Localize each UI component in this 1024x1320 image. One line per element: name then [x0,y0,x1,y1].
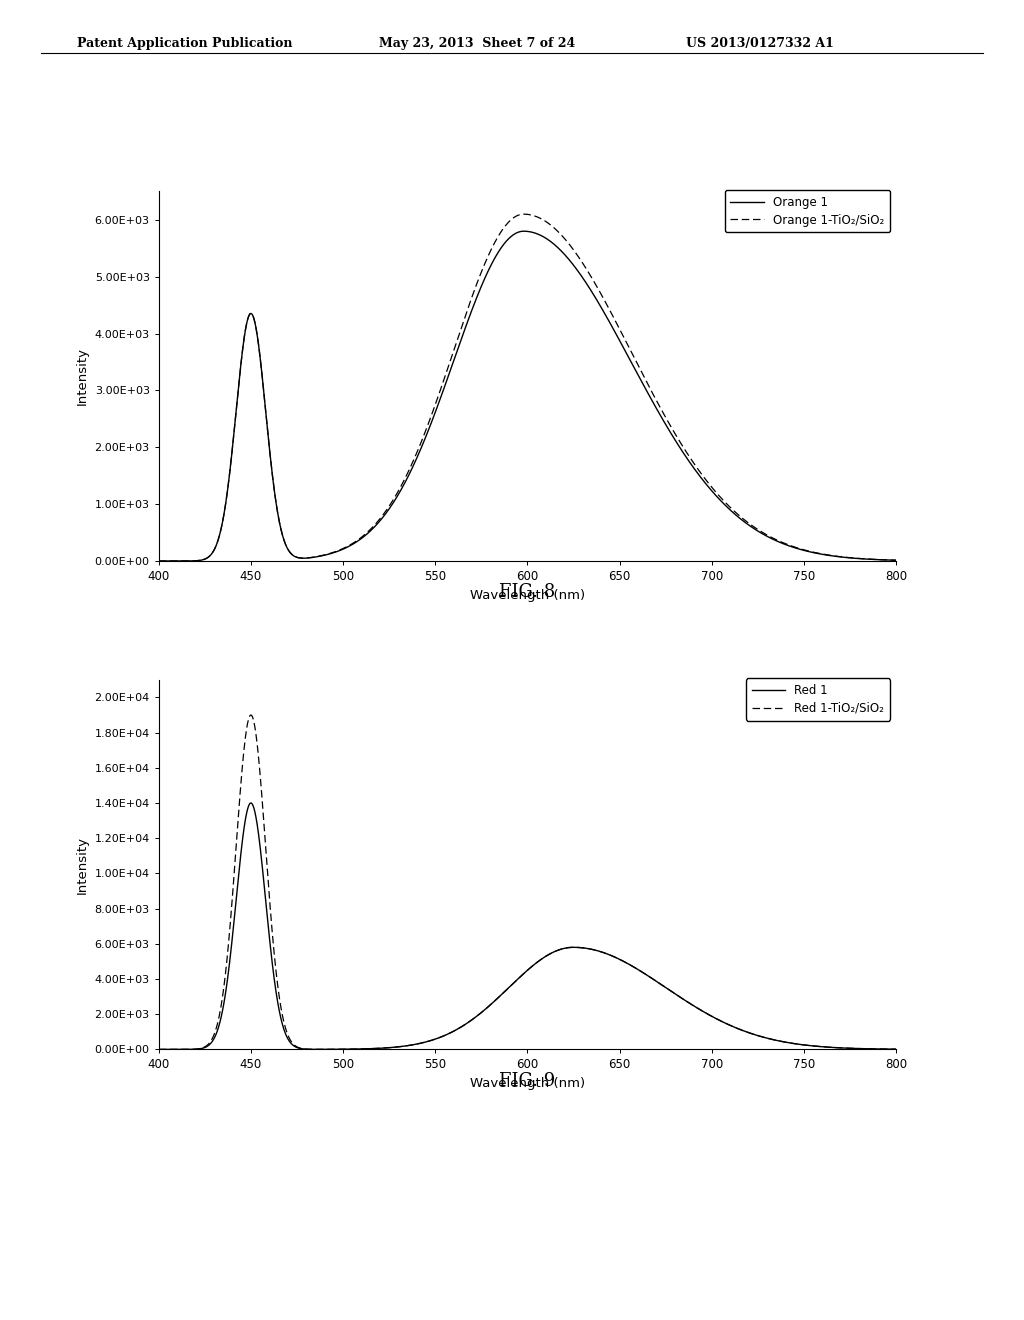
Red 1 [245,795,257,810]
Red 1-TiO₂/SiO₂ [435,1028,447,1044]
Red 1-TiO₂/SiO₂ [468,1011,480,1027]
Red 1-TiO₂/SiO₂ [281,1024,293,1040]
Orange 1 [876,552,888,568]
Red 1-TiO₂/SiO₂ [245,708,257,723]
Orange 1 [435,388,447,404]
Orange 1-TiO₂/SiO₂ [876,552,888,568]
Red 1 [876,1041,888,1057]
X-axis label: Wavelength (nm): Wavelength (nm) [470,589,585,602]
Orange 1 [518,223,530,239]
Text: FIG. 9: FIG. 9 [500,1072,555,1090]
Line: Red 1: Red 1 [159,803,896,1049]
Red 1 [468,1011,480,1027]
Red 1 [281,1028,293,1044]
Red 1 [797,1036,809,1052]
Orange 1 [153,553,165,569]
Orange 1 [281,539,293,554]
Orange 1-TiO₂/SiO₂ [890,552,902,568]
Orange 1 [890,552,902,568]
Orange 1-TiO₂/SiO₂ [237,341,249,356]
Red 1-TiO₂/SiO₂ [890,1041,902,1057]
Orange 1-TiO₂/SiO₂ [153,553,165,569]
Orange 1 [797,543,809,558]
Red 1 [890,1041,902,1057]
Orange 1-TiO₂/SiO₂ [518,206,530,222]
Legend: Orange 1, Orange 1-TiO₂/SiO₂: Orange 1, Orange 1-TiO₂/SiO₂ [725,190,890,232]
Red 1-TiO₂/SiO₂ [797,1036,809,1052]
Y-axis label: Intensity: Intensity [76,347,89,405]
Text: May 23, 2013  Sheet 7 of 24: May 23, 2013 Sheet 7 of 24 [379,37,575,50]
Red 1-TiO₂/SiO₂ [876,1041,888,1057]
Text: FIG. 8: FIG. 8 [500,583,555,602]
Y-axis label: Intensity: Intensity [76,836,89,894]
Text: US 2013/0127332 A1: US 2013/0127332 A1 [686,37,834,50]
Legend: Red 1, Red 1-TiO₂/SiO₂: Red 1, Red 1-TiO₂/SiO₂ [745,678,890,721]
Orange 1-TiO₂/SiO₂ [467,285,479,301]
Line: Orange 1: Orange 1 [159,231,896,561]
Orange 1 [467,298,479,314]
Text: Patent Application Publication: Patent Application Publication [77,37,292,50]
Red 1 [237,829,249,845]
Orange 1 [237,341,249,356]
Red 1 [153,1041,165,1057]
Orange 1-TiO₂/SiO₂ [435,379,447,395]
Line: Orange 1-TiO₂/SiO₂: Orange 1-TiO₂/SiO₂ [159,214,896,561]
Red 1 [435,1028,447,1044]
X-axis label: Wavelength (nm): Wavelength (nm) [470,1077,585,1090]
Red 1-TiO₂/SiO₂ [153,1041,165,1057]
Line: Red 1-TiO₂/SiO₂: Red 1-TiO₂/SiO₂ [159,715,896,1049]
Red 1-TiO₂/SiO₂ [237,754,249,770]
Orange 1-TiO₂/SiO₂ [281,539,293,554]
Orange 1-TiO₂/SiO₂ [797,541,809,557]
